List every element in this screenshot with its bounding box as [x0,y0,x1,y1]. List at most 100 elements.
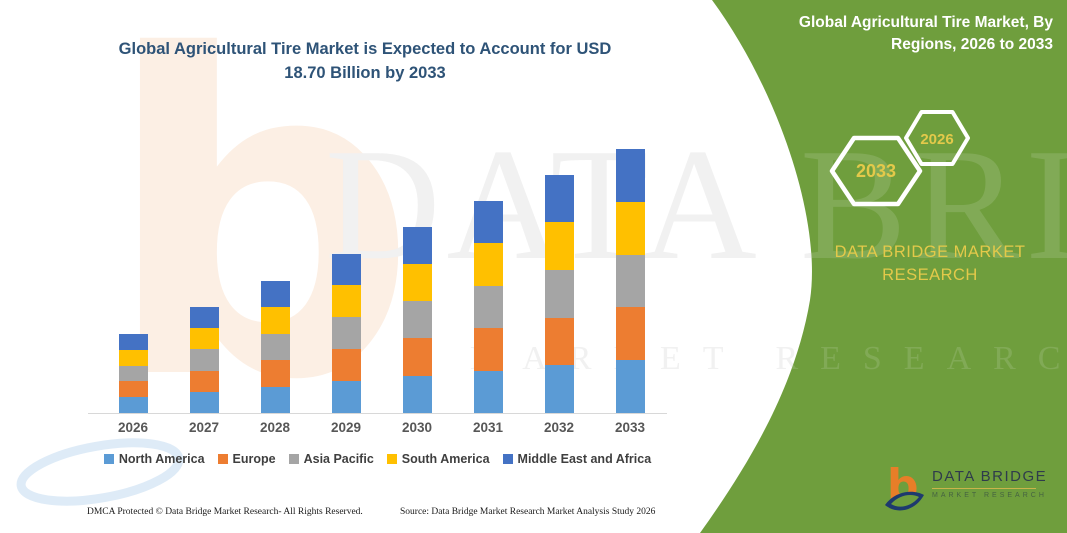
panel-brand-line2: RESEARCH [882,266,978,284]
legend-label-europe: Europe [232,452,276,466]
bar-segment-north-america [402,375,432,413]
logo-title: DATA BRIDGE [932,468,1048,485]
footer-source-text: Source: Data Bridge Market Research Mark… [400,507,656,517]
bar-segment-south-america [331,285,361,318]
chart-title: Global Agricultural Tire Market is Expec… [62,37,668,85]
legend-swatch-middle-east-and-africa [502,454,513,464]
bar-segment-europe [402,338,432,376]
bar-segment-middle-east-and-africa [118,334,148,350]
logo-underline [932,488,1036,489]
x-axis-label-2026: 2026 [117,420,149,435]
bar-2028 [260,280,290,413]
bar-segment-middle-east-and-africa [402,226,432,264]
panel-title: Global Agricultural Tire Market, By Regi… [735,12,1067,56]
bar-2032 [544,174,574,413]
bar-segment-south-america [615,201,645,255]
legend-item-north-america: North America [103,452,205,466]
bar-segment-south-america [118,349,148,366]
bar-segment-europe [473,328,503,371]
logo-subtitle: MARKET RESEARCH [932,492,1047,499]
footer-dmca-text: DMCA Protected © Data Bridge Market Rese… [87,507,363,517]
bar-segment-asia-pacific [189,349,219,371]
legend-swatch-south-america [386,454,397,464]
bar-segment-europe [544,317,574,366]
x-axis-label-2027: 2027 [188,420,220,435]
bar-segment-north-america [331,381,361,413]
bar-segment-asia-pacific [260,333,290,360]
legend-label-north-america: North America [118,452,205,466]
bar-2026 [118,334,148,413]
bar-segment-middle-east-and-africa [473,201,503,244]
watermark-b-letter: b [103,0,418,476]
bar-segment-europe [189,370,219,392]
legend-label-south-america: South America [401,452,490,466]
bar-2031 [473,201,503,413]
legend-label-asia-pacific: Asia Pacific [303,452,374,466]
data-bridge-logo-text: DATA BRIDGE MARKET RESEARCH [932,468,1052,499]
bar-segment-south-america [189,328,219,350]
hexagons-graphic: 2033 2026 [829,110,970,207]
bar-segment-north-america [118,397,148,413]
x-axis-label-2028: 2028 [259,420,291,435]
bar-segment-middle-east-and-africa [260,280,290,307]
hexagon-2026 [904,110,970,166]
legend-item-asia-pacific: Asia Pacific [288,452,374,466]
legend-swatch-europe [217,454,228,464]
x-axis-line [88,413,667,414]
hexagon-2026-label: 2026 [920,131,953,148]
legend-item-europe: Europe [217,452,276,466]
bar-segment-middle-east-and-africa [331,253,361,286]
plot-area: 2026 2027 2028 2029 2030 2031 2032 2033 [88,130,667,435]
bar-segment-asia-pacific [118,365,148,382]
watermark-title-over: DATA BRIDGE [325,115,1067,293]
bar-segment-north-america [189,391,219,413]
panel-brand-line1: DATA BRIDGE MARKET [834,243,1026,261]
hexagon-2033-label: 2033 [856,161,896,181]
bar-segment-south-america [402,263,432,302]
hexagon-2033 [829,135,923,207]
panel-brand-text: DATA BRIDGE MARKET RESEARCH [810,241,1050,287]
bar-segment-europe [260,360,290,387]
bar-segment-asia-pacific [615,254,645,308]
x-axis-label-2033: 2033 [614,420,646,435]
x-axis-label-2030: 2030 [401,420,433,435]
legend-label-middle-east-and-africa: Middle East and Africa [517,452,652,466]
panel-title-line1: Global Agricultural Tire Market, By [798,14,1053,31]
legend-item-south-america: South America [386,452,490,466]
bar-segment-middle-east-and-africa [615,149,645,202]
bar-segment-south-america [544,222,574,270]
x-axis-label-2031: 2031 [472,420,504,435]
chart-title-line1: Global Agricultural Tire Market is Expec… [118,40,612,58]
legend: North America Europe Asia Pacific South Ame… [88,452,667,466]
bar-segment-europe [615,307,645,361]
bar-segment-north-america [544,365,574,413]
x-axis-label-2032: 2032 [543,420,575,435]
bar-segment-asia-pacific [473,285,503,329]
legend-item-middle-east-and-africa: Middle East and Africa [502,452,652,466]
x-axis-label-2029: 2029 [330,420,362,435]
bar-segment-north-america [615,360,645,413]
chart-title-line2: 18.70 Billion by 2033 [284,64,446,82]
bar-2030 [402,226,432,413]
bar-segment-middle-east-and-africa [544,174,574,223]
bar-segment-north-america [260,386,290,413]
bar-segment-south-america [260,307,290,334]
bar-segment-asia-pacific [402,301,432,339]
bar-segment-asia-pacific [331,317,361,350]
data-bridge-logo-icon: b [885,464,924,511]
bar-segment-north-america [473,370,503,413]
bar-2029 [331,253,361,413]
bar-2033 [615,149,645,413]
bar-segment-south-america [473,243,503,286]
bar-segment-europe [118,381,148,398]
bar-2027 [189,307,219,413]
bar-segment-middle-east-and-africa [189,307,219,329]
legend-swatch-north-america [103,454,114,464]
bar-segment-europe [331,349,361,382]
legend-swatch-asia-pacific [288,454,299,464]
panel-title-line2: Regions, 2026 to 2033 [891,36,1053,53]
bar-segment-asia-pacific [544,269,574,318]
